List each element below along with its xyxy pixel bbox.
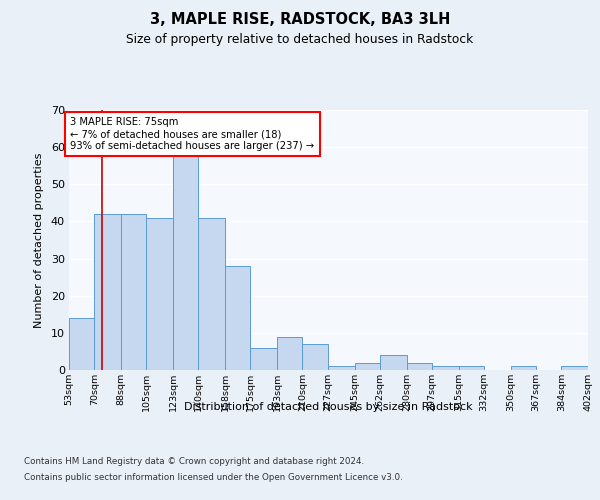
Bar <box>250 348 277 370</box>
Bar <box>511 366 536 370</box>
Text: Contains HM Land Registry data © Crown copyright and database right 2024.: Contains HM Land Registry data © Crown c… <box>24 458 364 466</box>
Text: 3 MAPLE RISE: 75sqm
← 7% of detached houses are smaller (18)
93% of semi-detache: 3 MAPLE RISE: 75sqm ← 7% of detached hou… <box>70 118 314 150</box>
Bar <box>121 214 146 370</box>
Bar <box>328 366 355 370</box>
Bar <box>561 366 588 370</box>
Bar <box>173 154 199 370</box>
Bar <box>432 366 458 370</box>
Text: Distribution of detached houses by size in Radstock: Distribution of detached houses by size … <box>184 402 473 412</box>
Text: Contains public sector information licensed under the Open Government Licence v3: Contains public sector information licen… <box>24 472 403 482</box>
Bar <box>199 218 225 370</box>
Text: 3, MAPLE RISE, RADSTOCK, BA3 3LH: 3, MAPLE RISE, RADSTOCK, BA3 3LH <box>150 12 450 28</box>
Y-axis label: Number of detached properties: Number of detached properties <box>34 152 44 328</box>
Text: Size of property relative to detached houses in Radstock: Size of property relative to detached ho… <box>127 32 473 46</box>
Bar <box>458 366 484 370</box>
Bar <box>277 336 302 370</box>
Bar <box>69 318 94 370</box>
Bar <box>225 266 250 370</box>
Bar <box>302 344 328 370</box>
Bar <box>355 362 380 370</box>
Bar <box>380 355 407 370</box>
Bar <box>407 362 432 370</box>
Bar <box>94 214 121 370</box>
Bar <box>146 218 173 370</box>
